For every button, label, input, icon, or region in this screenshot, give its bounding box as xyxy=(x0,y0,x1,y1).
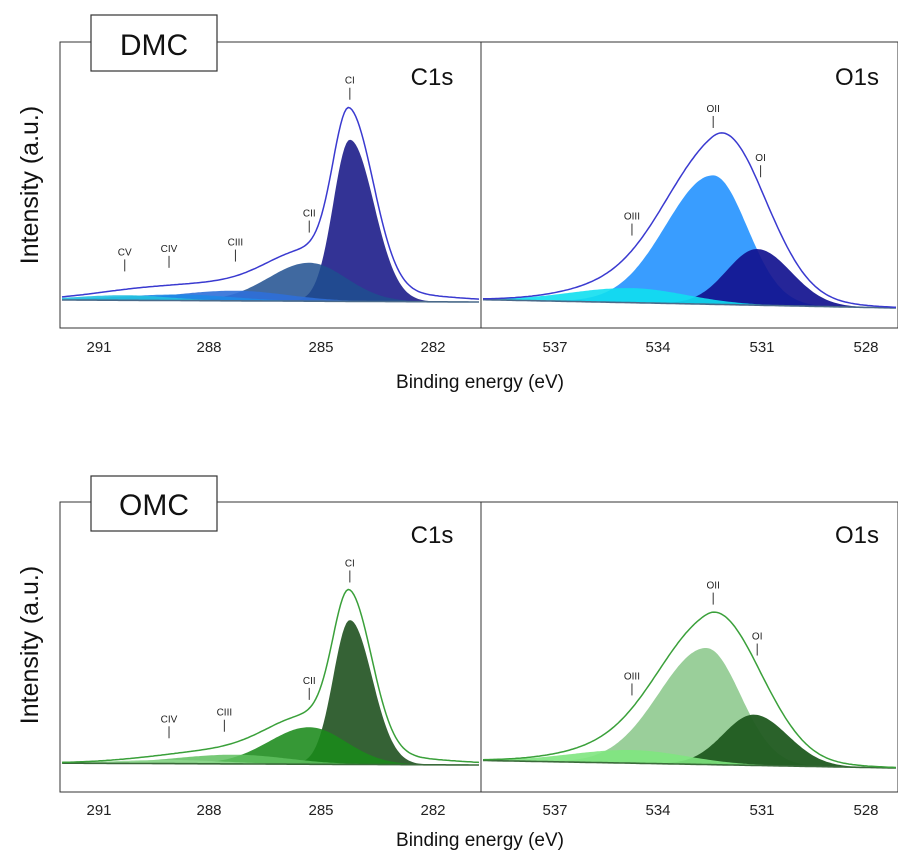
region-label-dmc-o1s: O1s xyxy=(835,64,879,91)
x-ticks-dmc-o1s: 537 534 531 528 xyxy=(542,339,878,356)
peak-oiii xyxy=(483,750,896,768)
x-tick-531: 531 xyxy=(749,802,774,819)
background-line xyxy=(61,762,479,766)
peak-label-civ: CIV xyxy=(161,244,178,255)
peak-civ xyxy=(62,759,479,765)
x-ticks-dmc-c1s: 291 288 285 282 xyxy=(86,339,445,356)
y-axis-title-omc: Intensity (a.u.) xyxy=(16,566,44,724)
peak-label-oi: OI xyxy=(752,632,763,643)
peak-oii xyxy=(483,175,896,308)
sample-label-omc: OMC xyxy=(119,489,189,522)
background-line xyxy=(483,759,896,769)
peak-label-ciii: CIII xyxy=(228,238,244,249)
peak-ci xyxy=(62,139,479,302)
x-tick-534: 534 xyxy=(645,802,670,819)
peak-cii xyxy=(62,727,479,765)
x-tick-291: 291 xyxy=(86,339,111,356)
x-ticks-omc-o1s: 537 534 531 528 xyxy=(542,802,878,819)
x-axis-title-dmc: Binding energy (eV) xyxy=(396,372,564,393)
x-tick-285: 285 xyxy=(308,802,333,819)
peak-label-oiii: OIII xyxy=(624,671,640,682)
envelope-line xyxy=(61,588,480,764)
peak-label-cv: CV xyxy=(118,247,132,258)
peak-label-oii: OII xyxy=(707,581,720,592)
background-line xyxy=(483,298,896,309)
x-ticks-omc-c1s: 291 288 285 282 xyxy=(86,802,445,819)
plot-omc-c1s: CI CII CIII CIV xyxy=(61,558,480,766)
sample-box-dmc xyxy=(90,14,218,72)
x-tick-282: 282 xyxy=(420,802,445,819)
plot-omc-o1s: OII OI OIII xyxy=(482,581,897,769)
x-tick-285: 285 xyxy=(308,339,333,356)
peak-label-oi: OI xyxy=(755,153,766,164)
sample-label-dmc: DMC xyxy=(120,29,188,62)
peak-label-ciii: CIII xyxy=(217,708,233,719)
x-tick-528: 528 xyxy=(853,802,878,819)
x-tick-534: 534 xyxy=(645,339,670,356)
peak-label-oiii: OIII xyxy=(624,212,640,223)
peak-oii xyxy=(483,648,896,768)
plot-dmc-c1s: CI CII CIII CIV CV xyxy=(61,76,480,303)
x-tick-537: 537 xyxy=(542,339,567,356)
peak-label-ci: CI xyxy=(345,558,355,569)
x-tick-282: 282 xyxy=(420,339,445,356)
envelope-line xyxy=(61,106,480,300)
region-label-omc-c1s: C1s xyxy=(411,522,454,549)
peak-label-oii: OII xyxy=(707,104,720,115)
frame-omc-o1s xyxy=(480,501,898,793)
x-tick-288: 288 xyxy=(196,802,221,819)
peak-ci xyxy=(62,620,479,765)
frame-dmc-o1s xyxy=(480,41,898,329)
peak-label-civ: CIV xyxy=(161,714,178,725)
peak-cii xyxy=(62,262,479,302)
peak-oi xyxy=(483,714,896,768)
x-tick-528: 528 xyxy=(853,339,878,356)
envelope-line xyxy=(483,132,897,309)
region-label-omc-o1s: O1s xyxy=(835,522,879,549)
envelope-line xyxy=(482,611,897,769)
x-tick-288: 288 xyxy=(196,339,221,356)
background-line xyxy=(62,299,479,303)
x-tick-537: 537 xyxy=(542,802,567,819)
x-tick-531: 531 xyxy=(749,339,774,356)
plot-dmc-o1s: OII OI OIII xyxy=(483,104,897,309)
peak-oiii xyxy=(483,288,896,308)
sample-box-omc xyxy=(90,475,218,532)
peak-oi xyxy=(483,249,896,308)
peak-label-cii: CII xyxy=(303,209,316,220)
row-omc: CI CII CIII CIV OII OI OIII OMC C1s O1s Inten… xyxy=(16,475,898,851)
y-axis-title-dmc: Intensity (a.u.) xyxy=(16,106,44,264)
x-tick-291: 291 xyxy=(86,802,111,819)
peak-label-ci: CI xyxy=(345,76,355,87)
row-dmc: CI CII CIII CIV CV OII OI OIII DMC C1s O1s Int… xyxy=(16,14,898,393)
region-label-dmc-c1s: C1s xyxy=(411,64,454,91)
x-axis-title-omc: Binding energy (eV) xyxy=(396,830,564,851)
peak-label-cii: CII xyxy=(303,676,316,687)
